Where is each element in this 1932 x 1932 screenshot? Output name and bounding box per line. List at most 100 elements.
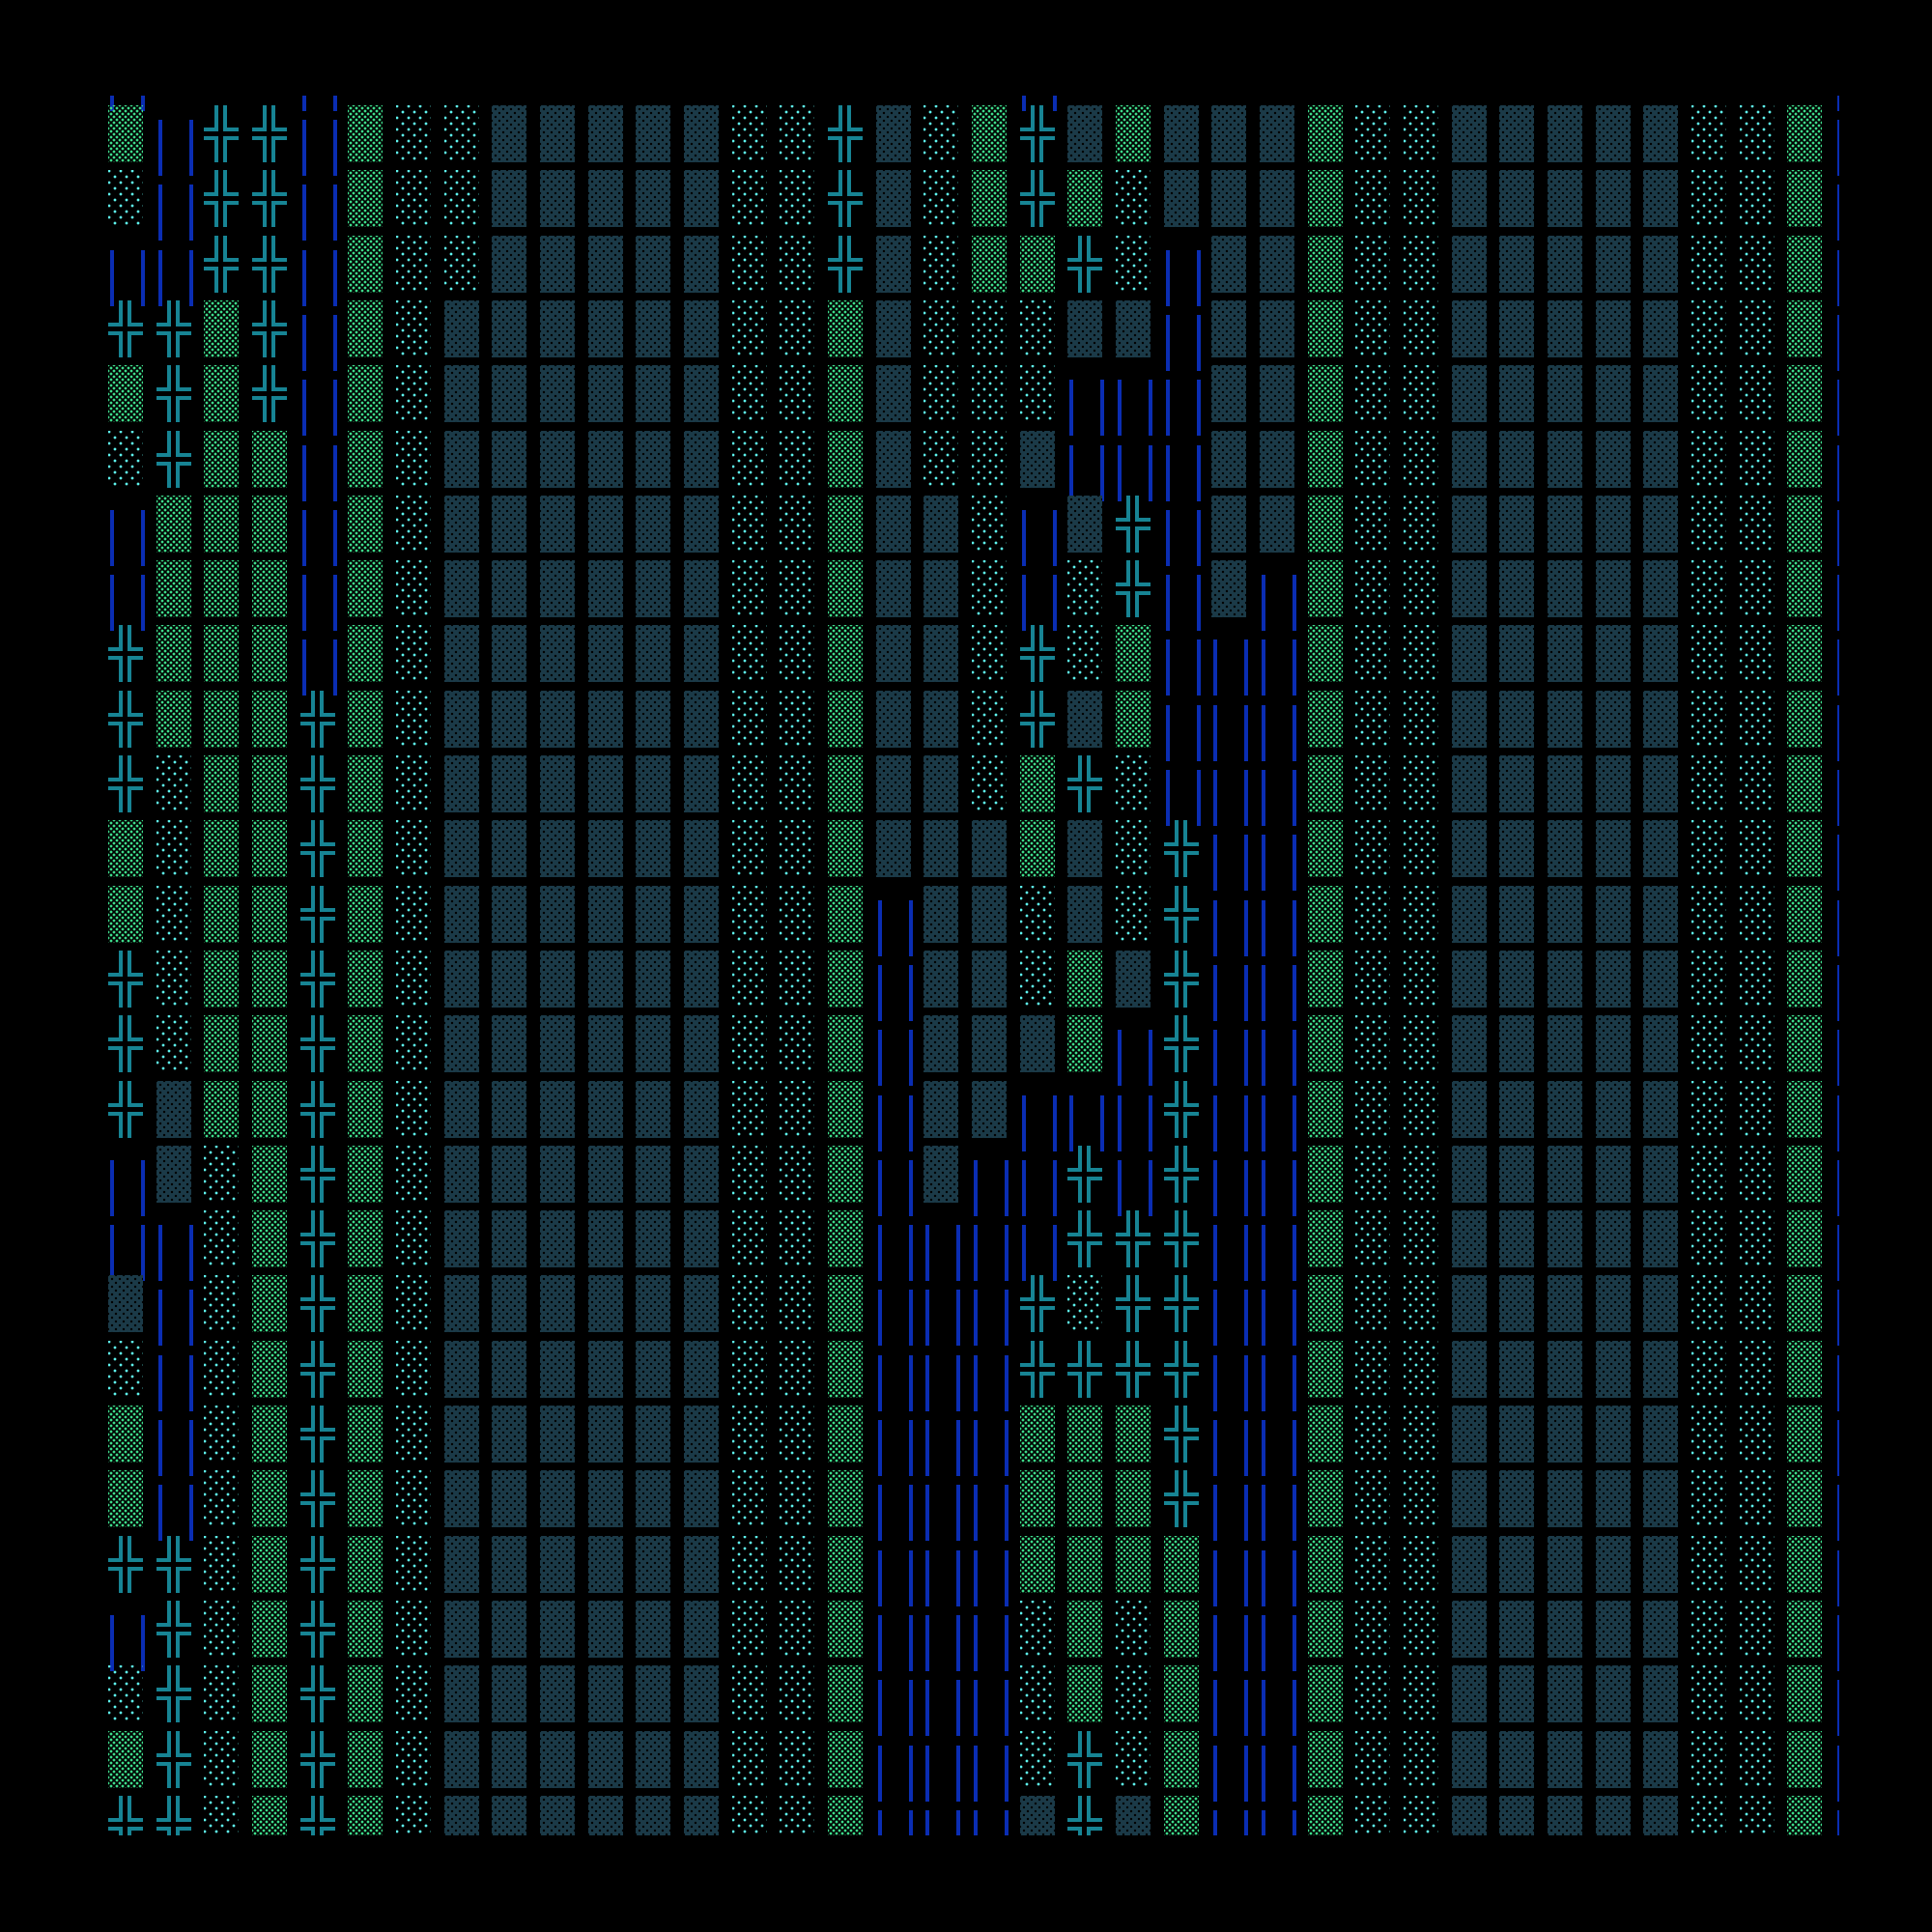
dark-shade-icon — [1067, 299, 1103, 357]
grid-cell — [1211, 170, 1260, 235]
light-shade-icon — [396, 1730, 432, 1788]
grid-cell — [1787, 1275, 1835, 1340]
light-shade-icon — [1739, 1406, 1775, 1463]
grid-cell — [923, 235, 972, 300]
dark-shade-icon — [684, 885, 720, 943]
grid-cell — [1835, 886, 1839, 956]
grid-cell — [1835, 1470, 1839, 1542]
dark-shade-icon — [636, 430, 671, 488]
double-cross-icon — [1163, 820, 1199, 878]
dark-shade-icon — [1643, 885, 1679, 943]
grid-cell — [876, 1146, 924, 1216]
grid-cell — [348, 235, 396, 300]
grid-cell — [731, 950, 781, 1015]
dark-shade-icon — [636, 1535, 671, 1593]
grid-cell — [1116, 365, 1164, 437]
medium-shade-icon — [828, 690, 864, 748]
grid-cell — [972, 1341, 1020, 1411]
light-shade-icon — [780, 1406, 815, 1463]
grid-cell — [1307, 690, 1356, 755]
light-shade-icon — [731, 625, 767, 683]
dark-shade-icon — [1451, 495, 1487, 553]
double-cross-icon — [1067, 1795, 1103, 1835]
grid-cell — [1739, 105, 1788, 170]
dark-shade-icon — [587, 430, 623, 488]
medium-shade-icon — [348, 430, 384, 488]
dark-shade-icon — [1451, 170, 1487, 228]
dark-shade-icon — [1595, 170, 1631, 228]
medium-shade-icon — [348, 1406, 384, 1463]
double-cross-icon — [299, 1730, 335, 1788]
double-cross-icon — [299, 1795, 335, 1835]
grid-cell — [780, 1665, 828, 1730]
dark-shade-icon — [875, 430, 911, 488]
grid-cell — [1020, 496, 1068, 566]
double-cross-icon — [299, 1015, 335, 1073]
grid-cell — [972, 755, 1020, 820]
grid-cell — [1164, 560, 1212, 632]
light-shade-icon — [1404, 1015, 1439, 1073]
double-cross-icon — [1116, 495, 1151, 553]
medium-shade-icon — [1307, 299, 1343, 357]
dark-shade-icon — [1548, 1210, 1583, 1268]
light-shade-icon — [156, 885, 191, 943]
grid-cell — [1260, 625, 1308, 696]
grid-cell — [348, 1470, 396, 1535]
grid-cell — [1595, 1145, 1644, 1210]
grid-cell — [492, 1600, 540, 1665]
grid-cell — [587, 1080, 637, 1146]
light-shade-icon — [396, 495, 432, 553]
dark-shade-icon — [443, 1665, 479, 1723]
dark-shade-icon — [636, 235, 671, 293]
grid-cell — [731, 1535, 781, 1601]
dark-shade-icon — [1499, 1015, 1535, 1073]
light-shade-icon — [443, 105, 479, 162]
grid-cell — [1355, 1665, 1404, 1730]
grid-cell — [348, 950, 396, 1015]
grid-cell — [828, 1730, 876, 1796]
grid-cell — [1355, 430, 1404, 496]
dark-shade-icon — [492, 755, 527, 812]
grid-cell — [780, 625, 828, 690]
dark-shade-icon — [443, 1470, 479, 1528]
grid-cell — [1067, 1210, 1116, 1275]
grid-cell — [396, 299, 444, 365]
dark-shade-icon — [587, 1340, 623, 1398]
double-cross-icon — [108, 1795, 143, 1835]
dark-shade-icon — [1643, 625, 1679, 683]
grid-cell — [300, 105, 349, 176]
medium-shade-icon — [1787, 299, 1823, 357]
grid-cell — [1451, 299, 1500, 365]
grid-cell — [1739, 560, 1788, 625]
grid-cell — [252, 690, 300, 755]
grid-cell — [300, 96, 349, 111]
grid-cell — [828, 755, 876, 820]
dark-shade-icon — [587, 1535, 623, 1593]
light-shade-icon — [1404, 1600, 1439, 1658]
grid-cell — [1691, 1470, 1740, 1535]
grid-cell — [923, 755, 972, 820]
grid-cell — [1739, 1080, 1788, 1146]
grid-cell — [1595, 495, 1644, 560]
grid-cell — [1067, 1535, 1116, 1601]
grid-cell — [1835, 496, 1839, 566]
light-shade-icon — [1355, 625, 1391, 683]
grid-cell — [204, 1730, 252, 1796]
grid-cell — [1643, 365, 1691, 430]
grid-cell — [1067, 1275, 1116, 1340]
light-shade-icon — [1739, 1210, 1775, 1268]
dark-shade-icon — [684, 755, 720, 812]
grid-cell — [636, 1210, 684, 1275]
grid-cell — [1643, 1340, 1691, 1406]
grid-cell — [1835, 691, 1839, 761]
grid-cell — [1835, 1081, 1839, 1151]
grid-cell — [540, 1275, 588, 1340]
light-shade-icon — [972, 365, 1008, 423]
grid-cell — [108, 1665, 156, 1730]
grid-cell — [348, 1535, 396, 1601]
dark-shade-icon — [875, 235, 911, 293]
grid-cell — [923, 1665, 972, 1737]
medium-shade-icon — [828, 299, 864, 357]
grid-cell — [204, 885, 252, 951]
light-shade-icon — [1355, 885, 1391, 943]
